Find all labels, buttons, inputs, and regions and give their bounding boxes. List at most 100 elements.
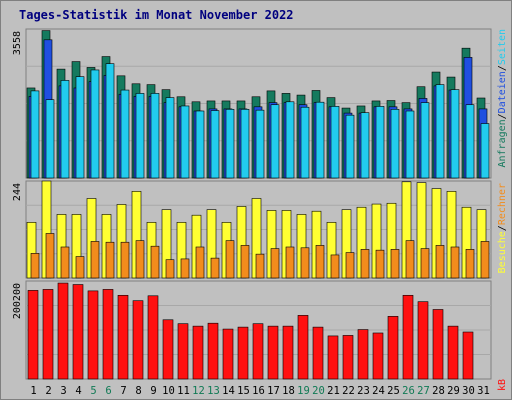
bar-seiten-day-2 — [45, 99, 55, 179]
x-tick-label-day-31: 31 — [477, 385, 490, 397]
x-tick-label-day-16: 16 — [252, 385, 265, 397]
bar-kb-day-4 — [72, 284, 84, 380]
bar-seiten-day-20 — [315, 101, 325, 179]
bar-kb-day-27 — [417, 301, 429, 380]
x-tick-label-day-7: 7 — [120, 385, 126, 397]
x-tick-label-day-8: 8 — [135, 385, 141, 397]
bar-kb-day-22 — [342, 335, 354, 380]
bar-rechner-day-14 — [225, 240, 235, 279]
bar-seiten-day-24 — [375, 106, 385, 179]
bar-rechner-day-4 — [75, 256, 85, 279]
x-tick-label-day-29: 29 — [447, 385, 460, 397]
bar-kb-day-2 — [42, 289, 54, 380]
x-tick-label-day-17: 17 — [267, 385, 280, 397]
bar-rechner-day-16 — [255, 253, 265, 279]
bar-rechner-day-12 — [195, 246, 205, 279]
bar-kb-day-1 — [27, 290, 39, 380]
bar-kb-day-5 — [87, 290, 99, 380]
bar-seiten-day-31 — [480, 123, 490, 179]
bar-seiten-day-14 — [225, 109, 235, 179]
bar-seiten-day-7 — [120, 89, 130, 179]
bar-seiten-day-1 — [30, 90, 40, 179]
legend-middle-part-1: Besuche — [497, 231, 508, 273]
x-tick-label-day-3: 3 — [60, 385, 66, 397]
bar-rechner-day-1 — [30, 253, 40, 279]
bar-kb-day-30 — [462, 331, 474, 380]
bar-rechner-day-27 — [420, 248, 430, 279]
bar-seiten-day-21 — [330, 106, 340, 179]
x-tick-label-day-4: 4 — [75, 385, 81, 397]
legend-middle-part-3: Rechner — [497, 183, 508, 225]
x-tick-label-day-22: 22 — [342, 385, 355, 397]
y-tick-label-bottom: 200200 — [12, 283, 23, 319]
bar-kb-day-21 — [327, 335, 339, 380]
bar-seiten-day-11 — [180, 105, 190, 179]
bar-seiten-day-18 — [285, 101, 295, 179]
bar-seiten-day-30 — [465, 104, 475, 179]
x-tick-label-day-24: 24 — [372, 385, 385, 397]
bar-rechner-day-23 — [360, 249, 370, 279]
legend-top: Anfragen/Dateien/Seiten — [497, 29, 508, 168]
x-tick-label-day-27: 27 — [417, 385, 430, 397]
bar-seiten-day-22 — [345, 114, 355, 179]
bar-kb-day-12 — [192, 325, 204, 380]
bar-kb-day-6 — [102, 289, 114, 380]
bar-rechner-day-24 — [375, 249, 385, 279]
chart-title: Tages-Statistik im Monat November 2022 — [19, 8, 294, 22]
x-tick-label-day-9: 9 — [150, 385, 156, 397]
bar-kb-day-3 — [57, 282, 69, 380]
bar-kb-day-20 — [312, 326, 324, 380]
bar-rechner-day-20 — [315, 245, 325, 279]
bar-seiten-day-19 — [300, 106, 310, 179]
bar-rechner-day-10 — [165, 259, 175, 279]
bar-rechner-day-19 — [300, 247, 310, 279]
bar-seiten-day-25 — [390, 109, 400, 179]
bar-rechner-day-13 — [210, 257, 220, 279]
legend-top-part-4: / — [497, 65, 508, 71]
y-tick-label-middle: 244 — [12, 183, 23, 201]
bar-rechner-day-9 — [150, 245, 160, 279]
x-tick-label-day-2: 2 — [45, 385, 51, 397]
y-tick-label-top: 3558 — [12, 31, 23, 55]
bar-kb-day-28 — [432, 309, 444, 380]
bar-seiten-day-15 — [240, 109, 250, 179]
x-tick-label-day-12: 12 — [192, 385, 205, 397]
bar-kb-day-23 — [357, 329, 369, 380]
bar-kb-day-10 — [162, 319, 174, 380]
x-tick-label-day-21: 21 — [327, 385, 340, 397]
legend-bottom: kB — [497, 379, 508, 391]
legend-top-part-5: Seiten — [497, 29, 508, 65]
x-tick-label-day-5: 5 — [90, 385, 96, 397]
x-tick-label-day-10: 10 — [162, 385, 175, 397]
x-tick-label-day-19: 19 — [297, 385, 310, 397]
bar-rechner-day-25 — [390, 249, 400, 279]
bar-seiten-day-3 — [60, 80, 70, 179]
x-tick-label-day-25: 25 — [387, 385, 400, 397]
bar-seiten-day-9 — [150, 93, 160, 179]
bar-rechner-day-30 — [465, 249, 475, 279]
bar-seiten-day-8 — [135, 93, 145, 179]
bar-kb-day-8 — [132, 300, 144, 380]
x-tick-label-day-6: 6 — [105, 385, 111, 397]
bar-kb-day-11 — [177, 323, 189, 380]
bar-seiten-day-13 — [210, 110, 220, 179]
x-tick-label-day-15: 15 — [237, 385, 250, 397]
bar-kb-day-24 — [372, 332, 384, 380]
bar-rechner-day-3 — [60, 246, 70, 279]
x-tick-label-day-1: 1 — [30, 385, 36, 397]
bar-rechner-day-26 — [405, 240, 415, 279]
bar-rechner-day-15 — [240, 245, 250, 279]
bar-rechner-day-5 — [90, 241, 100, 279]
x-tick-label-day-11: 11 — [177, 385, 190, 397]
bar-rechner-day-2 — [45, 233, 55, 279]
bar-seiten-day-28 — [435, 84, 445, 179]
bar-seiten-day-10 — [165, 97, 175, 179]
bar-rechner-day-29 — [450, 246, 460, 279]
bar-kb-day-9 — [147, 295, 159, 380]
bar-kb-day-14 — [222, 328, 234, 380]
bar-seiten-day-16 — [255, 109, 265, 179]
x-tick-label-day-28: 28 — [432, 385, 445, 397]
bar-kb-day-18 — [282, 325, 294, 380]
bar-seiten-day-5 — [90, 69, 100, 179]
